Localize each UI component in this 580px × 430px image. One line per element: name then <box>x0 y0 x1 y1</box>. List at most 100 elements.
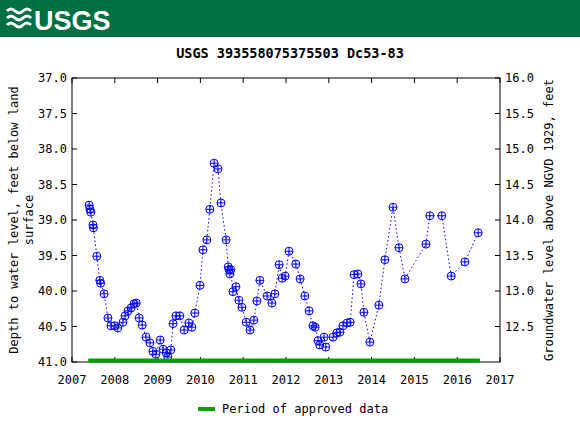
data-point <box>305 307 313 315</box>
y-tick <box>72 149 77 150</box>
marker-circle <box>246 326 254 334</box>
y2-tick <box>495 291 500 292</box>
marker-circle <box>210 159 218 167</box>
data-point <box>422 240 430 248</box>
data-point <box>132 299 140 307</box>
x-tick-label: 2016 <box>443 373 472 387</box>
y2-tick-label: 15.5 <box>505 107 534 121</box>
data-point <box>389 203 397 211</box>
y-tick <box>72 362 77 363</box>
plot-frame <box>72 78 500 362</box>
marker-circle <box>256 276 264 284</box>
logo-wave <box>7 16 31 20</box>
data-point <box>320 333 328 341</box>
data-point <box>281 272 289 280</box>
data-point <box>461 258 469 266</box>
y-tick <box>72 291 77 292</box>
data-point <box>395 244 403 252</box>
y-tick-label: 39.5 <box>38 249 67 263</box>
marker-circle <box>206 205 214 213</box>
logo-wave <box>7 23 31 27</box>
marker-plus <box>285 247 293 255</box>
y-tick <box>72 184 77 185</box>
marker-plus <box>275 261 283 269</box>
marker-plus <box>426 212 434 220</box>
data-point <box>138 321 146 329</box>
data-point <box>401 275 409 283</box>
marker-plus <box>447 272 455 280</box>
marker-plus <box>89 224 97 232</box>
marker-circle <box>253 297 261 305</box>
marker-circle <box>196 281 204 289</box>
marker-circle <box>422 240 430 248</box>
data-point <box>381 256 389 264</box>
marker-plus <box>206 205 214 213</box>
data-point <box>146 339 154 347</box>
y2-tick <box>495 78 500 79</box>
marker-plus <box>263 292 271 300</box>
y2-tick <box>495 149 500 150</box>
data-point <box>176 312 184 320</box>
y-tick-label: 38.0 <box>38 142 67 156</box>
data-point <box>474 229 482 237</box>
approved-period-bar <box>88 359 480 363</box>
marker-plus <box>138 321 146 329</box>
y-tick-label: 40.0 <box>38 284 67 298</box>
marker-circle <box>232 283 240 291</box>
marker-circle <box>188 323 196 331</box>
marker-circle <box>263 292 271 300</box>
x-tick-top <box>500 78 501 83</box>
marker-plus <box>222 236 230 244</box>
data-point <box>360 308 368 316</box>
data-point <box>191 309 199 317</box>
x-tick-top <box>243 78 244 83</box>
marker-plus <box>242 318 250 326</box>
marker-plus <box>253 297 261 305</box>
marker-plus <box>93 252 101 260</box>
logo-icon <box>7 9 31 27</box>
y-tick-label: 37.5 <box>38 107 67 121</box>
marker-plus <box>97 279 105 287</box>
y-tick-label: 40.5 <box>38 320 67 334</box>
y2-tick-label: 13.5 <box>505 249 534 263</box>
legend-entry: Period of approved data <box>198 402 388 416</box>
marker-circle <box>250 316 258 324</box>
marker-plus <box>188 323 196 331</box>
y2-tick-label: 14.5 <box>505 178 534 192</box>
y-axis-label: surface <box>22 195 36 246</box>
marker-plus <box>395 244 403 252</box>
marker-circle <box>426 212 434 220</box>
marker-circle <box>97 279 105 287</box>
marker-circle <box>142 333 150 341</box>
y2-tick <box>495 326 500 327</box>
data-point <box>246 326 254 334</box>
x-tick-label: 2017 <box>486 373 515 387</box>
data-point <box>292 260 300 268</box>
marker-circle <box>474 229 482 237</box>
marker-circle <box>191 309 199 317</box>
marker-circle <box>381 256 389 264</box>
data-point <box>232 283 240 291</box>
marker-circle <box>199 246 207 254</box>
marker-circle <box>169 320 177 328</box>
plot-marks <box>85 159 482 361</box>
marker-plus <box>311 323 319 331</box>
x-tick-label: 2011 <box>229 373 258 387</box>
marker-circle <box>214 165 222 173</box>
data-point <box>242 318 250 326</box>
y-tick-label: 41.0 <box>38 355 67 369</box>
data-point <box>275 261 283 269</box>
data-point <box>152 350 160 358</box>
marker-plus <box>104 314 112 322</box>
data-point <box>301 292 309 300</box>
x-tick-top <box>457 78 458 83</box>
x-tick-top <box>286 78 287 83</box>
marker-plus <box>232 283 240 291</box>
data-point <box>227 266 235 274</box>
marker-circle <box>292 260 300 268</box>
x-tick <box>72 357 73 362</box>
marker-plus <box>422 240 430 248</box>
marker-circle <box>311 323 319 331</box>
y2-tick-label: 12.5 <box>505 320 534 334</box>
marker-plus <box>301 292 309 300</box>
